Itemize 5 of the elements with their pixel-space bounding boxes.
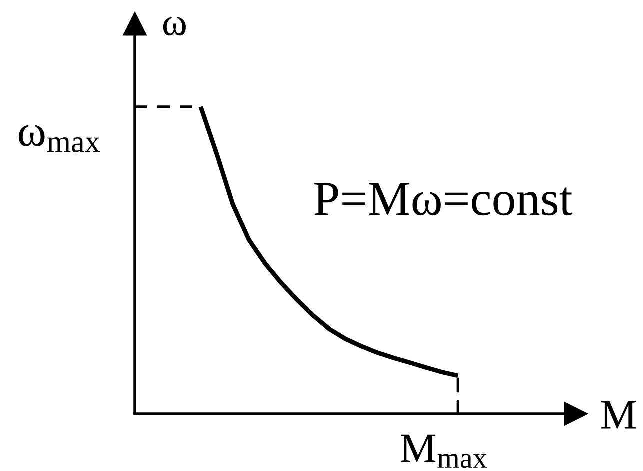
annotation: M$_{max}$: [401, 434, 488, 468]
annotation: P=Mω=const: [314, 183, 573, 216]
ref-line-label: ω$_{max}$: [18, 125, 100, 152]
y-axis-title: ω: [163, 17, 186, 36]
x-axis-title: M: [601, 401, 636, 429]
